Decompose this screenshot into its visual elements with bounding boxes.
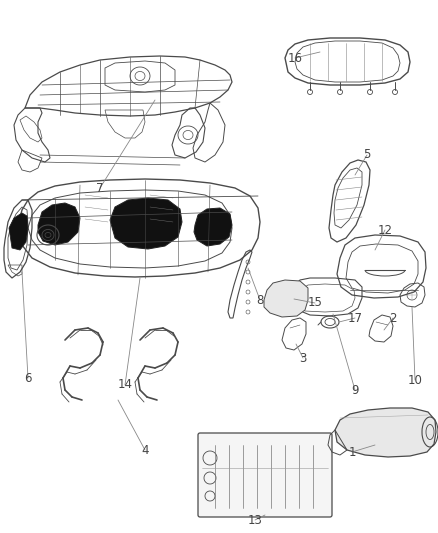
Text: 9: 9 — [351, 384, 359, 397]
FancyBboxPatch shape — [198, 433, 332, 517]
Polygon shape — [110, 198, 182, 249]
Text: 4: 4 — [141, 443, 149, 456]
Polygon shape — [264, 280, 308, 317]
Text: 2: 2 — [389, 311, 397, 325]
Text: 10: 10 — [408, 374, 422, 386]
Text: 5: 5 — [363, 149, 371, 161]
Text: 3: 3 — [299, 351, 307, 365]
Polygon shape — [38, 203, 80, 245]
Text: 8: 8 — [256, 294, 264, 306]
Text: 14: 14 — [117, 378, 133, 392]
Text: 7: 7 — [96, 182, 104, 195]
Text: 16: 16 — [287, 52, 303, 64]
Text: 15: 15 — [307, 296, 322, 310]
Text: 12: 12 — [378, 223, 392, 237]
Text: 17: 17 — [347, 311, 363, 325]
Polygon shape — [335, 408, 436, 457]
Text: 13: 13 — [247, 513, 262, 527]
Text: 6: 6 — [24, 372, 32, 384]
Polygon shape — [9, 213, 28, 250]
Text: 1: 1 — [348, 446, 356, 458]
Polygon shape — [194, 208, 232, 246]
